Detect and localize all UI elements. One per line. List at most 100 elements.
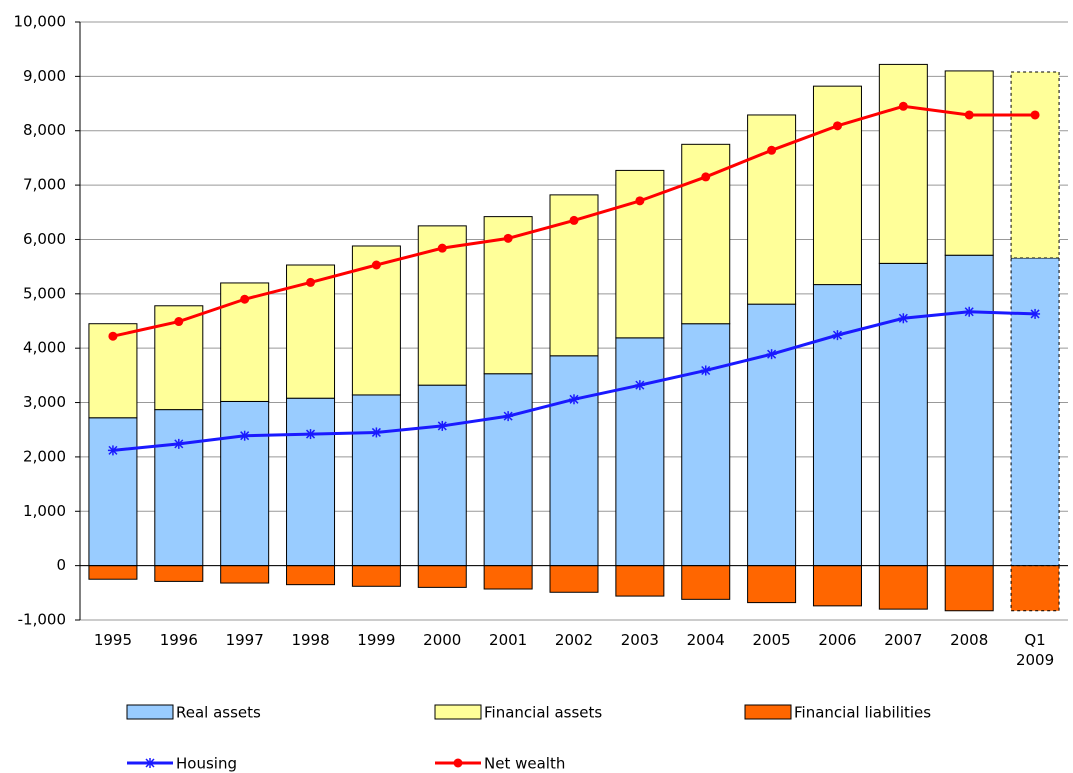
- line-marker: [239, 430, 250, 441]
- line-marker: [700, 365, 711, 376]
- marker-stroke: [569, 394, 579, 404]
- x-tick-label: 1999: [357, 631, 396, 649]
- bar: [154, 565, 204, 582]
- line-marker: [240, 294, 250, 304]
- marker-stroke: [964, 307, 974, 317]
- legend-item: Real assets: [126, 704, 261, 722]
- legend-item: Financial liabilities: [744, 704, 931, 722]
- x-tick-label: 2007: [884, 631, 923, 649]
- x-tick-label: 2005: [752, 631, 791, 649]
- bar: [878, 262, 928, 567]
- bar: [812, 284, 862, 567]
- x-tick-label: 1996: [159, 631, 198, 649]
- y-tick-label: 9,000: [23, 67, 66, 85]
- bar: [351, 394, 401, 567]
- line-marker: [701, 172, 711, 182]
- y-tick-label: 3,000: [23, 393, 66, 411]
- y-tick-label: -1,000: [18, 611, 66, 629]
- legend-key: [744, 704, 792, 720]
- x-tick-label: Q1 2009: [1015, 631, 1055, 669]
- bar: [154, 409, 204, 567]
- bar: [88, 565, 138, 580]
- legend-label: Real assets: [176, 704, 261, 722]
- bar: [747, 303, 797, 567]
- bar: [286, 397, 336, 567]
- marker-stroke: [832, 330, 842, 340]
- bar: [812, 565, 862, 607]
- line-marker: [107, 445, 118, 456]
- x-tick-label: 1995: [93, 631, 133, 649]
- x-tick-label: 2008: [950, 631, 989, 649]
- marker-stroke: [306, 429, 316, 439]
- y-tick-label: 2,000: [23, 447, 66, 465]
- legend-marker: [453, 758, 463, 768]
- bar: [812, 85, 862, 286]
- line-marker: [766, 349, 777, 360]
- y-tick-label: 1,000: [23, 502, 66, 520]
- bar: [220, 565, 270, 584]
- x-tick-label: 2001: [489, 631, 528, 649]
- marker-stroke: [240, 431, 250, 441]
- line-marker: [371, 427, 382, 438]
- bar: [1010, 257, 1060, 567]
- bar: [549, 355, 599, 567]
- bar: [1010, 565, 1060, 612]
- bar: [615, 337, 665, 567]
- line-marker: [964, 306, 975, 317]
- legend-label: Financial assets: [484, 704, 602, 722]
- bar: [615, 565, 665, 597]
- line-marker: [1030, 110, 1040, 120]
- line-marker: [898, 101, 908, 111]
- line-marker: [767, 145, 777, 155]
- bar: [878, 63, 928, 264]
- bar: [944, 254, 994, 567]
- line-marker: [371, 260, 381, 270]
- line-marker: [964, 110, 974, 120]
- y-tick-label: 5,000: [23, 284, 66, 302]
- line-marker: [569, 215, 579, 225]
- marker-stroke: [174, 439, 184, 449]
- bar: [351, 565, 401, 587]
- x-tick-label: 2004: [686, 631, 725, 649]
- line-marker: [306, 277, 316, 287]
- line-marker: [634, 380, 645, 391]
- bar: [681, 323, 731, 567]
- marker-stroke: [371, 427, 381, 437]
- x-tick-label: 1997: [225, 631, 264, 649]
- line-marker: [174, 317, 184, 327]
- line-marker: [503, 411, 514, 422]
- y-tick-label: 6,000: [23, 230, 66, 248]
- bar: [286, 565, 336, 586]
- x-tick-label: 2000: [423, 631, 462, 649]
- legend-item: Financial assets: [434, 704, 602, 722]
- bar: [483, 373, 533, 567]
- marker-stroke: [437, 421, 447, 431]
- bar: [681, 565, 731, 600]
- legend-marker: [145, 758, 155, 768]
- marker-stroke: [701, 365, 711, 376]
- line-marker: [898, 313, 909, 324]
- legend-key: [434, 704, 482, 720]
- marker-stroke: [898, 313, 908, 323]
- line-marker: [832, 330, 843, 341]
- legend-key: [126, 704, 174, 720]
- bar: [220, 400, 270, 567]
- line-marker: [173, 438, 184, 449]
- marker-stroke: [503, 411, 513, 421]
- line-marker: [635, 196, 645, 206]
- bar: [483, 565, 533, 590]
- bar: [549, 565, 599, 593]
- y-tick-label: 8,000: [23, 121, 66, 139]
- legend-label: Net wealth: [484, 755, 565, 773]
- x-tick-label: 2003: [620, 631, 659, 649]
- marker-stroke: [145, 758, 155, 768]
- marker-stroke: [767, 349, 777, 359]
- bar: [88, 417, 138, 567]
- x-tick-label: 1998: [291, 631, 330, 649]
- bar: [944, 70, 994, 256]
- line-marker: [437, 243, 447, 253]
- line-marker: [108, 331, 118, 341]
- bar: [747, 565, 797, 604]
- bar: [351, 245, 401, 396]
